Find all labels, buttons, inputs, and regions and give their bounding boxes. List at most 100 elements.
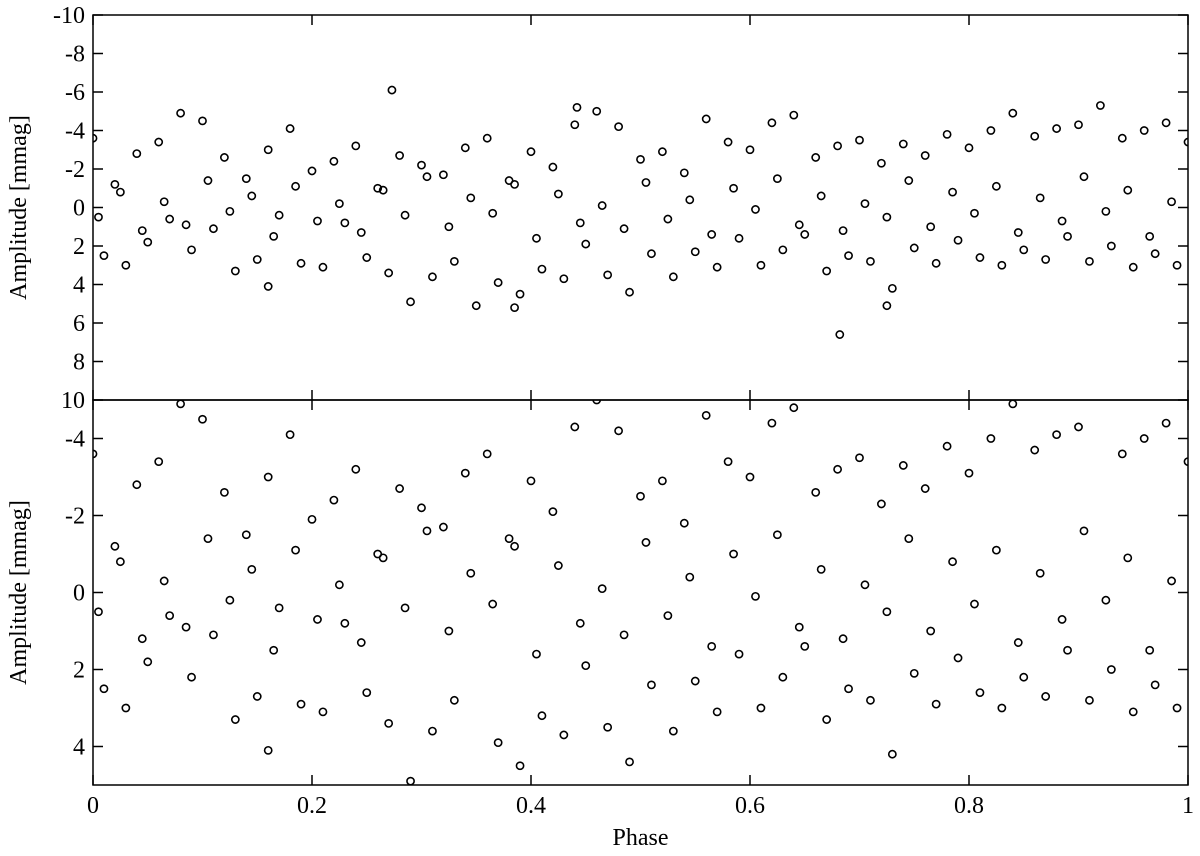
- point: [668, 726, 678, 736]
- point: [428, 726, 437, 736]
- point: [926, 222, 936, 232]
- point: [285, 430, 295, 440]
- point: [1057, 615, 1067, 624]
- point: [313, 615, 322, 624]
- point: [1079, 172, 1089, 182]
- point: [904, 534, 914, 543]
- point: [247, 565, 257, 574]
- point: [340, 218, 350, 228]
- point: [729, 183, 738, 193]
- point: [1035, 193, 1045, 203]
- point: [1128, 262, 1138, 272]
- point: [313, 216, 322, 226]
- point: [460, 468, 470, 478]
- point: [767, 418, 777, 428]
- point: [334, 580, 344, 590]
- point: [121, 260, 131, 270]
- point: [1145, 231, 1155, 241]
- point: [165, 214, 175, 224]
- point: [417, 160, 426, 170]
- point: [1117, 449, 1127, 459]
- point: [482, 133, 492, 143]
- y-axis-label: Amplitude [mmag]: [6, 115, 32, 300]
- point: [247, 191, 257, 201]
- point: [1079, 526, 1089, 536]
- point: [559, 730, 569, 740]
- point: [822, 266, 832, 276]
- point: [855, 135, 864, 145]
- point: [187, 672, 196, 682]
- point: [449, 695, 459, 705]
- point: [1117, 133, 1127, 143]
- point: [1030, 131, 1040, 141]
- point: [99, 684, 109, 694]
- point: [263, 472, 273, 482]
- point: [975, 688, 985, 697]
- point: [1183, 457, 1188, 466]
- y-tick-label: -8: [65, 42, 85, 68]
- point: [351, 464, 361, 474]
- point: [920, 484, 930, 493]
- point: [460, 143, 470, 153]
- point: [1139, 126, 1149, 135]
- point: [395, 484, 404, 493]
- point: [252, 255, 262, 264]
- point: [263, 145, 273, 155]
- point: [833, 141, 842, 151]
- point: [187, 245, 196, 255]
- point: [964, 468, 974, 478]
- point: [986, 434, 996, 443]
- point: [1041, 692, 1051, 701]
- y-tick-label: 6: [73, 311, 85, 337]
- y-tick-label: 2: [73, 234, 85, 260]
- point: [909, 668, 919, 678]
- point: [137, 634, 147, 644]
- point: [165, 611, 175, 620]
- point: [778, 672, 788, 682]
- point: [1085, 256, 1094, 266]
- point: [1106, 665, 1116, 674]
- point: [137, 226, 147, 235]
- point: [318, 707, 328, 717]
- point: [884, 784, 890, 785]
- point: [400, 603, 410, 613]
- point: [619, 630, 629, 640]
- plot-frame: [92, 399, 1189, 786]
- point: [603, 722, 613, 732]
- point: [181, 622, 191, 632]
- point: [625, 287, 634, 297]
- point: [1161, 418, 1171, 428]
- point: [636, 154, 645, 164]
- point: [537, 711, 547, 721]
- point: [241, 530, 251, 540]
- point: [641, 538, 651, 547]
- point: [274, 603, 284, 613]
- point: [291, 181, 300, 191]
- point: [1008, 400, 1018, 409]
- point: [679, 168, 689, 178]
- point: [931, 258, 941, 268]
- point: [898, 139, 908, 149]
- point: [800, 230, 810, 239]
- y-tick-label: -4: [65, 427, 85, 453]
- point: [614, 122, 623, 132]
- point: [488, 599, 498, 609]
- point: [898, 461, 908, 470]
- y-axis-label: Amplitude [mmag]: [6, 500, 32, 685]
- point: [986, 126, 996, 135]
- point: [767, 118, 777, 128]
- point: [110, 179, 120, 189]
- point: [1123, 553, 1133, 563]
- point: [1183, 137, 1188, 147]
- point: [132, 149, 142, 158]
- point: [658, 476, 667, 486]
- point: [658, 147, 667, 157]
- point: [1101, 206, 1111, 216]
- point: [964, 143, 974, 153]
- point: [219, 487, 229, 497]
- point: [154, 137, 164, 147]
- point: [1172, 703, 1182, 713]
- point: [619, 224, 629, 234]
- point: [844, 251, 853, 261]
- point: [493, 278, 503, 287]
